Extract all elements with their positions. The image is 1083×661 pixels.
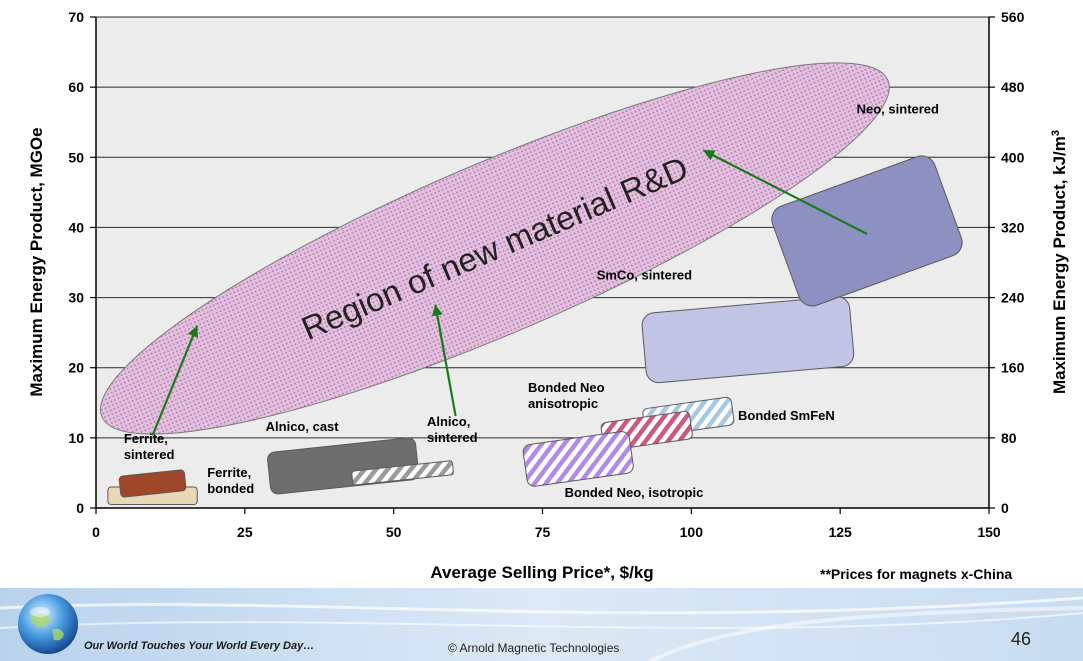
globe-icon — [18, 594, 78, 654]
arrows-layer — [151, 149, 868, 436]
label-ferrite-sintered: Ferrite, sintered — [124, 431, 175, 462]
y2-tick-label: 80 — [1001, 430, 1017, 446]
x-tick-label: 125 — [828, 524, 852, 540]
x-axis-title: Average Selling Price*, $/kg — [430, 563, 653, 582]
material-ferrite-sintered — [118, 469, 187, 498]
label-bonded-smfen: Bonded SmFeN — [738, 408, 835, 423]
label-line: Bonded Neo — [528, 380, 605, 395]
y-tick-label: 30 — [68, 290, 84, 306]
y2-tick-label: 560 — [1001, 9, 1025, 25]
footer-copyright: © Arnold Magnetic Technologies — [448, 641, 620, 655]
x-tick-label: 150 — [977, 524, 1001, 540]
chart: Region of new material R&D Ferrite, bonde… — [27, 9, 1069, 582]
label-alnico-cast: Alnico, cast — [266, 419, 340, 434]
label-line: Neo, sintered — [857, 101, 939, 116]
y2-tick-label: 0 — [1001, 500, 1009, 516]
x-tick-label: 100 — [680, 524, 704, 540]
arrow-ferrite-sintered — [151, 325, 199, 436]
arrow-line — [151, 325, 199, 436]
label-line: Alnico, — [427, 414, 470, 429]
material-alnico-sintered — [351, 460, 454, 486]
y2-tick-label: 400 — [1001, 149, 1025, 165]
y2-tick-label: 320 — [1001, 219, 1025, 235]
x-tick-label: 75 — [535, 524, 551, 540]
label-bonded-neo-anisotropic: Bonded Neo anisotropic — [528, 380, 605, 411]
material-bonded-neo-isotropic — [522, 431, 634, 487]
label-line: Ferrite, — [124, 431, 168, 446]
label-line: Bonded SmFeN — [738, 408, 835, 423]
tick-labels: 0 10 20 30 40 50 60 70 0 80 160 240 320 400 480 560 0 25 5… — [68, 9, 1024, 540]
y2-axis-title-text: Maximum Energy Product, kJ/m — [1050, 136, 1069, 394]
footer-tagline: Our World Touches Your World Every Day… — [84, 640, 315, 652]
y-tick-label: 0 — [76, 500, 84, 516]
arrow-alnico-sintered — [431, 304, 457, 417]
label-line: sintered — [124, 447, 175, 462]
y2-axis-title-sup: 3 — [1050, 130, 1062, 136]
label-bonded-neo-isotropic: Bonded Neo, isotropic — [565, 485, 704, 500]
label-line: Ferrite, — [207, 465, 251, 480]
y-axis-title: Maximum Energy Product, MGOe — [27, 127, 46, 396]
arrow-head — [703, 150, 716, 161]
y-tick-label: 50 — [68, 149, 84, 165]
arrow-head — [431, 304, 443, 317]
label-alnico-sintered: Alnico, sintered — [427, 414, 478, 445]
label-line: Bonded Neo, isotropic — [565, 485, 704, 500]
axes — [90, 16, 995, 514]
footer: Our World Touches Your World Every Day… … — [0, 588, 1083, 661]
x-tick-label: 0 — [92, 524, 100, 540]
rd-region-ellipse — [100, 62, 890, 435]
label-neo-sintered: Neo, sintered — [857, 101, 939, 116]
x-tick-label: 25 — [237, 524, 253, 540]
y2-tick-label: 240 — [1001, 290, 1025, 306]
y-tick-label: 40 — [68, 219, 84, 235]
footer-banner — [0, 588, 1083, 661]
arrow-line — [702, 149, 868, 235]
y2-tick-label: 160 — [1001, 360, 1025, 376]
label-line: SmCo, sintered — [597, 268, 692, 283]
y-tick-label: 10 — [68, 430, 84, 446]
y2-tick-label: 480 — [1001, 79, 1025, 95]
y-tick-label: 70 — [68, 9, 84, 25]
label-line: anisotropic — [528, 396, 598, 411]
label-ferrite-bonded: Ferrite, bonded — [207, 465, 254, 496]
y-tick-label: 20 — [68, 360, 84, 376]
arrow-head — [187, 325, 199, 338]
price-footnote: **Prices for magnets x-China — [820, 566, 1013, 582]
page-number: 46 — [1011, 629, 1032, 649]
y-tick-label: 60 — [68, 79, 84, 95]
label-line: sintered — [427, 430, 478, 445]
material-neo-sintered — [771, 155, 963, 307]
label-line: bonded — [207, 481, 254, 496]
label-smco-sintered: SmCo, sintered — [597, 268, 692, 283]
arrow-neo-sintered — [702, 149, 868, 235]
y2-axis-title: Maximum Energy Product, kJ/m3 — [1050, 130, 1069, 394]
label-line: Alnico, cast — [266, 419, 340, 434]
arrow-line — [434, 304, 457, 417]
x-tick-label: 50 — [386, 524, 402, 540]
material-smco-sintered — [641, 296, 855, 384]
